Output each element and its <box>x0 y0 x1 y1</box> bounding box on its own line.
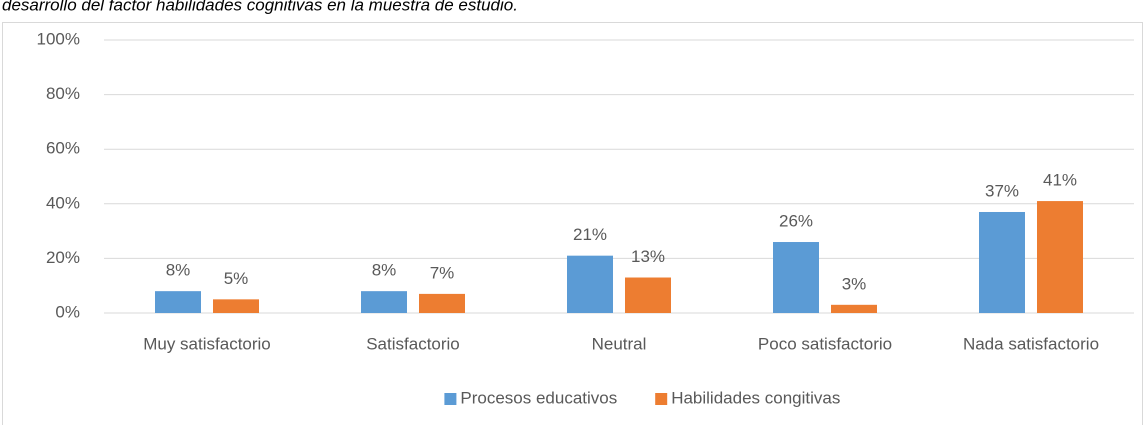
data-label: 7% <box>430 263 455 282</box>
data-label: 8% <box>372 261 397 280</box>
x-tick-label: Satisfactorio <box>366 334 460 353</box>
data-label: 37% <box>985 181 1019 200</box>
y-tick-label: 100% <box>37 29 80 48</box>
data-label: 13% <box>631 247 665 266</box>
y-tick-label: 20% <box>46 248 80 267</box>
chart-frame <box>2 22 1143 425</box>
bar <box>625 277 671 313</box>
chart-title: desarrollo del factor habilidades cognit… <box>2 0 518 14</box>
legend-label: Procesos educativos <box>460 388 617 407</box>
data-label: 21% <box>573 225 607 244</box>
data-label: 8% <box>166 261 191 280</box>
legend-swatch <box>444 393 457 405</box>
bar <box>831 304 877 313</box>
bar <box>155 291 201 313</box>
legend-swatch <box>655 393 668 405</box>
y-tick-label: 40% <box>46 193 80 212</box>
bar <box>979 211 1025 313</box>
x-tick-label: Nada satisfactorio <box>963 334 1099 353</box>
bar <box>361 291 407 313</box>
y-tick-label: 60% <box>46 139 80 158</box>
bar <box>773 242 819 313</box>
data-label: 41% <box>1043 171 1077 190</box>
data-label: 3% <box>842 274 867 293</box>
bar <box>213 299 259 313</box>
legend-label: Habilidades congitivas <box>671 388 840 407</box>
data-label: 26% <box>779 212 813 231</box>
bar <box>567 255 613 313</box>
y-tick-label: 0% <box>55 302 80 321</box>
y-tick-label: 80% <box>46 84 80 103</box>
x-tick-label: Muy satisfactorio <box>143 334 271 353</box>
bar <box>419 293 465 313</box>
data-label: 5% <box>224 269 249 288</box>
x-tick-label: Neutral <box>592 334 647 353</box>
x-tick-label: Poco satisfactorio <box>758 334 892 353</box>
bar <box>1037 201 1083 313</box>
